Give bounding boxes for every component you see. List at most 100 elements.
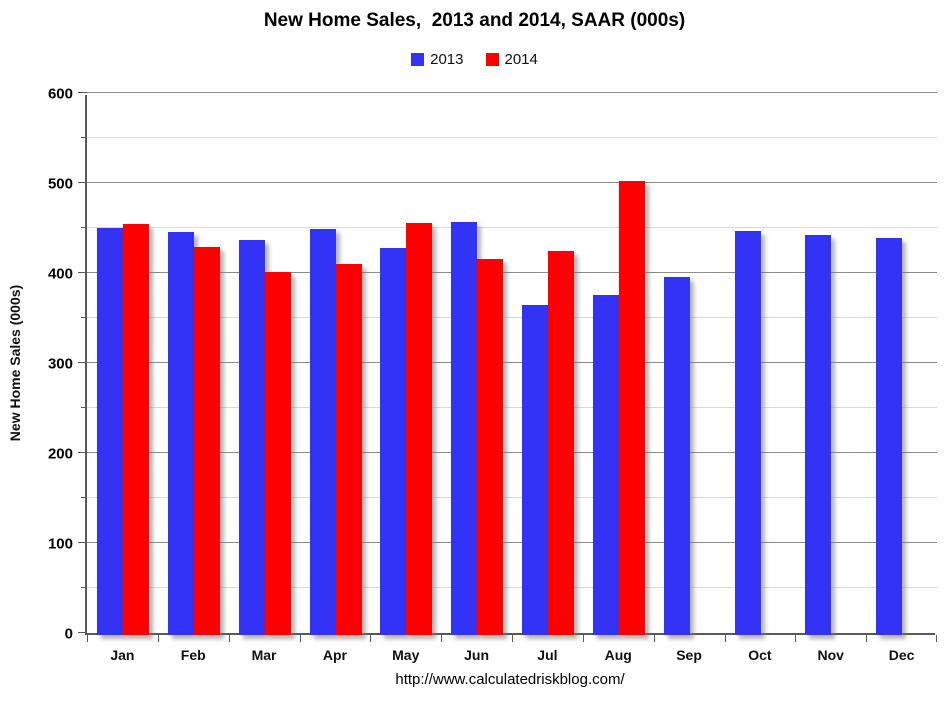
bar-2013-oct — [734, 230, 761, 635]
x-tick-label-aug: Aug — [604, 647, 632, 663]
gridline-y-550 — [87, 137, 937, 138]
y-tick-label-200: 200 — [47, 445, 73, 463]
x-tick-3 — [299, 635, 301, 642]
bar-2013-sep — [663, 276, 690, 635]
bar-2013-mar — [238, 239, 265, 635]
bar-2013-aug — [592, 294, 619, 635]
y-tick-400 — [78, 272, 87, 273]
y-tick-50 — [81, 587, 87, 588]
x-tick-11 — [866, 635, 868, 642]
x-tick-7 — [582, 635, 584, 642]
x-tick-1 — [157, 635, 159, 642]
gridline-y-600 — [87, 92, 937, 93]
bar-2013-may — [380, 248, 407, 635]
gridline-y-250 — [87, 407, 937, 408]
y-tick-450 — [81, 227, 87, 228]
x-tick-5 — [441, 635, 443, 642]
y-tick-250 — [81, 407, 87, 408]
bar-2013-feb — [167, 231, 194, 635]
y-tick-label-500: 500 — [47, 175, 73, 193]
y-tick-100 — [78, 542, 87, 543]
y-tick-label-100: 100 — [47, 535, 73, 553]
x-tick-label-jan: Jan — [110, 647, 135, 663]
bar-group-aug: Aug — [583, 95, 654, 663]
gridline-y-400 — [87, 272, 937, 273]
y-tick-label-300: 300 — [47, 355, 73, 373]
bar-group-jul: Jul — [512, 95, 583, 663]
bar-group-may: May — [370, 95, 441, 663]
bar-group-nov: Nov — [795, 95, 866, 663]
y-tick-600 — [78, 92, 87, 93]
x-tick-label-sep: Sep — [676, 647, 702, 663]
plot-area: 0 100 200 300 400 500 600 Jan Feb Mar Apr May Jun Jul… — [48, 86, 937, 663]
bar-group-mar: Mar — [229, 95, 300, 663]
bar-2013-apr — [309, 229, 336, 635]
x-tick-label-jun: Jun — [464, 647, 490, 663]
x-tick-label-dec: Dec — [888, 647, 915, 663]
gridline-y-200 — [87, 452, 937, 453]
bar-2014-may — [406, 222, 433, 635]
gridline-y-450 — [87, 227, 937, 228]
y-tick-500 — [78, 182, 87, 183]
y-tick-150 — [81, 497, 87, 498]
bar-2014-apr — [335, 264, 362, 635]
legend-item-2013: 2013 — [411, 51, 464, 68]
legend-item-2014: 2014 — [485, 51, 538, 68]
x-tick-8 — [653, 635, 655, 642]
bar-group-jun: Jun — [441, 95, 512, 663]
bar-2013-jul — [522, 304, 548, 635]
bar-group-apr: Apr — [300, 95, 371, 663]
y-tick-label-0: 0 — [64, 625, 73, 643]
y-tick-0 — [78, 632, 87, 633]
y-tick-550 — [81, 137, 87, 138]
gridline-y-150 — [87, 497, 937, 498]
y-tick-300 — [78, 362, 87, 363]
x-tick-label-mar: Mar — [251, 647, 277, 663]
bar-2014-aug — [618, 181, 645, 635]
bar-group-oct: Oct — [725, 95, 796, 663]
bar-group-feb: Feb — [158, 95, 229, 663]
x-tick-label-feb: Feb — [180, 647, 206, 663]
y-tick-label-400: 400 — [47, 265, 73, 283]
bar-2014-jul — [548, 250, 574, 635]
legend-label-2013: 2013 — [430, 51, 464, 68]
x-tick-9 — [724, 635, 726, 642]
legend-swatch-2013-icon — [411, 53, 425, 66]
chart-title: New Home Sales, 2013 and 2014, SAAR (000… — [263, 10, 686, 31]
x-tick-4 — [370, 635, 372, 642]
x-tick-12 — [936, 635, 937, 642]
bar-2014-feb — [193, 247, 220, 635]
bar-group-dec: Dec — [866, 95, 937, 663]
x-tick-10 — [795, 635, 797, 642]
x-tick-2 — [228, 635, 230, 642]
bar-2013-nov — [805, 234, 832, 635]
legend: 2013 2014 — [0, 51, 949, 68]
y-tick-200 — [78, 452, 87, 453]
x-tick-label-oct: Oct — [748, 647, 772, 663]
gridline-y-300 — [87, 362, 937, 363]
bar-2013-dec — [876, 238, 903, 635]
y-tick-350 — [81, 317, 87, 318]
x-tick-0 — [87, 635, 88, 642]
bar-group-jan: Jan — [87, 95, 158, 663]
gridline-y-50 — [87, 587, 937, 588]
y-tick-label-600: 600 — [47, 85, 73, 103]
bar-group-sep: Sep — [654, 95, 725, 663]
x-tick-label-jul: Jul — [537, 647, 558, 663]
gridline-y-500 — [87, 182, 937, 183]
legend-label-2014: 2014 — [504, 51, 538, 68]
bar-2013-jan — [97, 228, 123, 635]
x-tick-label-may: May — [392, 647, 420, 663]
bar-2014-jun — [477, 258, 504, 635]
bar-2013-jun — [451, 221, 478, 635]
x-tick-label-nov: Nov — [817, 647, 844, 663]
bar-2014-jan — [123, 223, 149, 635]
x-tick-6 — [512, 635, 513, 642]
gridline-y-350 — [87, 317, 937, 318]
gridline-y-100 — [87, 542, 937, 543]
bar-2014-mar — [264, 272, 291, 635]
x-tick-label-apr: Apr — [322, 647, 347, 663]
legend-swatch-2014-icon — [485, 53, 499, 66]
footer-url: http://www.calculatedriskblog.com/ — [395, 671, 625, 688]
